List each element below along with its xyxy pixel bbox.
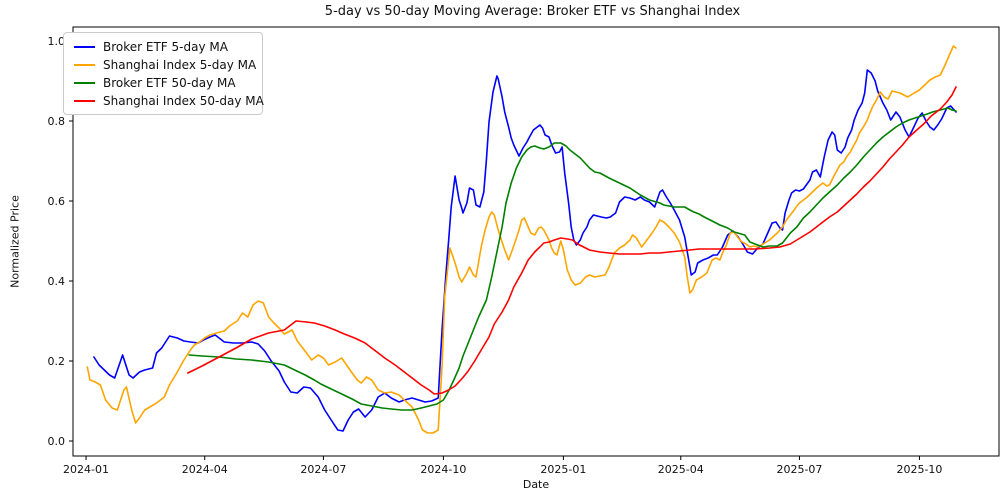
legend: Broker ETF 5-day MA Shanghai Index 5-day … bbox=[63, 32, 264, 115]
x-tick-label: 2025-10 bbox=[896, 463, 942, 476]
legend-item: Broker ETF 5-day MA bbox=[64, 38, 262, 56]
legend-item: Broker ETF 50-day MA bbox=[64, 74, 262, 92]
legend-label: Broker ETF 5-day MA bbox=[103, 40, 228, 54]
x-axis-label: Date bbox=[522, 478, 550, 491]
axes: 2024-01 2024-04 2024-07 2024-10 2025-01 2025-… bbox=[48, 26, 1000, 476]
series-line-shanghai-index-50-day-ma bbox=[187, 86, 957, 395]
x-tick-label: 2025-01 bbox=[540, 463, 586, 476]
y-tick-label: 0.6 bbox=[48, 195, 66, 208]
y-axis-label: Normalized Price bbox=[8, 195, 22, 288]
legend-line-swatch bbox=[74, 82, 95, 84]
legend-line-swatch bbox=[74, 100, 95, 102]
y-tick-label: 1.0 bbox=[48, 35, 66, 48]
series-line-shanghai-index-5-day-ma bbox=[86, 45, 957, 434]
series-line-broker-etf-50-day-ma bbox=[188, 107, 957, 411]
axes-frame bbox=[72, 26, 1000, 457]
x-tick-label: 2024-07 bbox=[300, 463, 346, 476]
legend-label: Broker ETF 50-day MA bbox=[103, 76, 236, 90]
legend-line-swatch bbox=[74, 64, 95, 66]
y-tick-label: 0.8 bbox=[48, 115, 66, 128]
legend-line-swatch bbox=[74, 46, 95, 48]
x-tick-label: 2024-01 bbox=[63, 463, 109, 476]
chart-title: 5-day vs 50-day Moving Average: Broker E… bbox=[324, 4, 741, 19]
y-tick-label: 0.2 bbox=[48, 355, 66, 368]
legend-label: Shanghai Index 5-day MA bbox=[103, 58, 257, 72]
x-tick-label: 2024-10 bbox=[420, 463, 466, 476]
legend-label: Shanghai Index 50-day MA bbox=[103, 94, 264, 108]
y-tick-label: 0.0 bbox=[48, 435, 66, 448]
legend-item: Shanghai Index 50-day MA bbox=[64, 92, 264, 110]
y-tick-label: 0.4 bbox=[48, 275, 66, 288]
legend-item: Shanghai Index 5-day MA bbox=[64, 56, 262, 74]
x-tick-label: 2025-04 bbox=[658, 463, 704, 476]
x-tick-label: 2025-07 bbox=[776, 463, 822, 476]
series-lines bbox=[86, 45, 957, 434]
x-tick-label: 2024-04 bbox=[182, 463, 228, 476]
series-line-broker-etf-5-day-ma bbox=[93, 69, 957, 432]
